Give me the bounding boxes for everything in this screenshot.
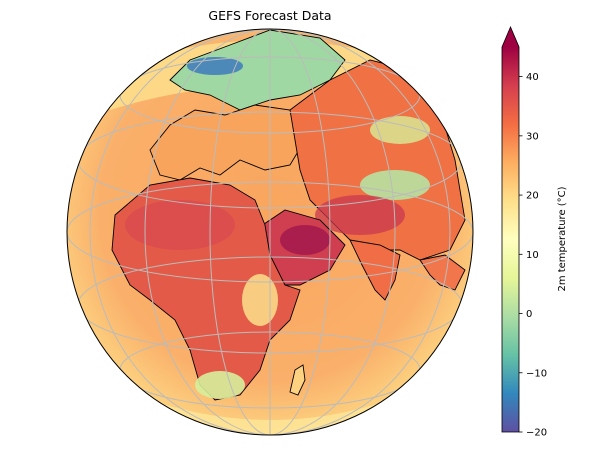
- colorbar-extend-arrow: [502, 27, 519, 47]
- mongolia-cool: [370, 116, 430, 144]
- ethiopian-highlands: [242, 274, 278, 326]
- colorbar-gradient: [502, 47, 519, 432]
- colorbar-label: 2m temperature (°C): [557, 186, 568, 291]
- colorbar: 40 30 20 10 0 −10 −20 2m temperature (°C): [501, 25, 568, 439]
- tibet-cool: [360, 170, 430, 200]
- colorbar-tick-label: 10: [526, 250, 539, 261]
- arabia-hot: [280, 225, 330, 255]
- colorbar-tick-label: −20: [526, 428, 547, 439]
- chart-title: GEFS Forecast Data: [208, 8, 331, 23]
- colorbar-tick-label: 30: [526, 131, 539, 142]
- colorbar-ticks: 40 30 20 10 0 −10 −20: [519, 72, 547, 439]
- southern-africa-cool: [195, 371, 245, 399]
- colorbar-tick-label: 0: [526, 309, 532, 320]
- colorbar-tick-label: −10: [526, 368, 547, 379]
- sahara-warm: [125, 200, 235, 250]
- colorbar-tick-label: 20: [526, 191, 539, 202]
- colorbar-outline: [501, 25, 520, 433]
- globe-map: [66, 28, 474, 436]
- globe-outline: [66, 28, 474, 436]
- globe-content: [67, 29, 473, 435]
- colorbar-tick-label: 40: [526, 72, 539, 83]
- land-madagascar: [289, 364, 306, 396]
- land-europe: [149, 104, 306, 181]
- land-se-asia: [419, 254, 466, 291]
